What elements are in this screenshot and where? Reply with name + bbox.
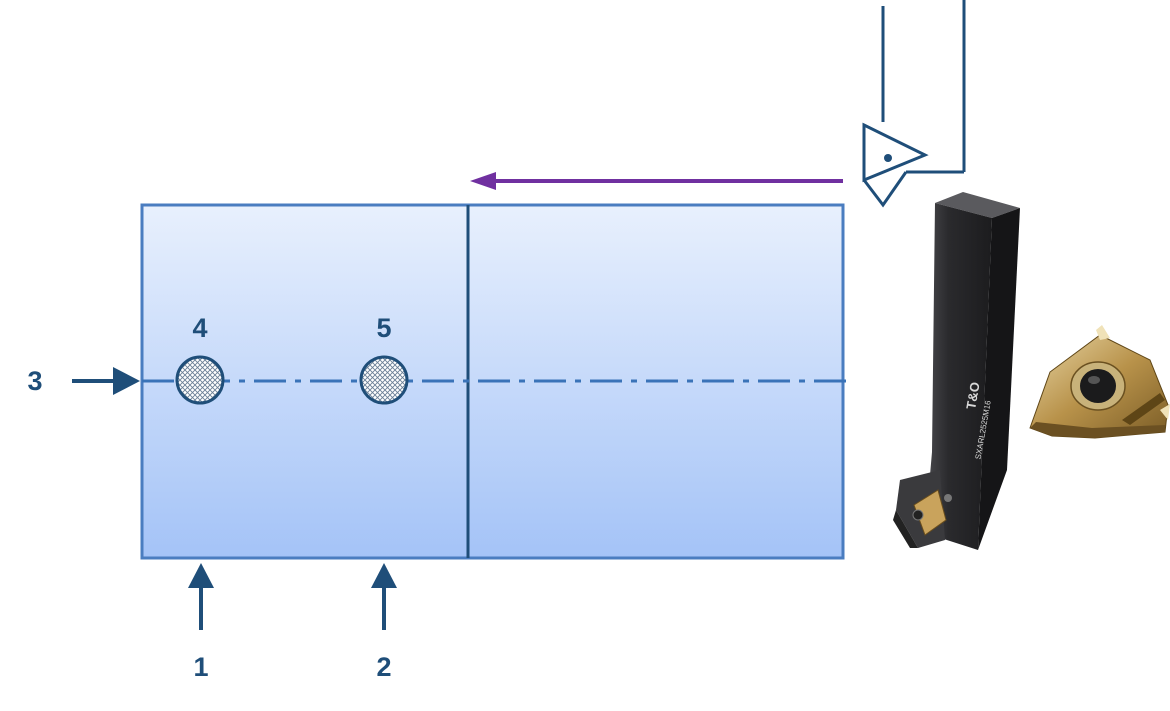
label-5: 5 bbox=[376, 313, 391, 343]
holder-logo: T&O bbox=[963, 381, 983, 411]
locating-point-5 bbox=[359, 355, 409, 405]
support-arrow-1 bbox=[188, 563, 214, 630]
support-arrow-2 bbox=[371, 563, 397, 630]
threading-insert-image bbox=[1029, 325, 1170, 439]
locating-point-4 bbox=[175, 355, 225, 405]
tool-holder-image: T&O SXARL2525M16 bbox=[893, 192, 1020, 550]
label-4: 4 bbox=[192, 313, 207, 343]
label-3: 3 bbox=[27, 366, 42, 396]
workpiece bbox=[140, 203, 855, 560]
cutting-tool-symbol bbox=[862, 0, 966, 208]
label-1: 1 bbox=[193, 652, 208, 682]
label-2: 2 bbox=[376, 652, 391, 682]
feed-direction-arrow bbox=[470, 172, 843, 190]
side-stop-arrow-3 bbox=[72, 367, 140, 395]
